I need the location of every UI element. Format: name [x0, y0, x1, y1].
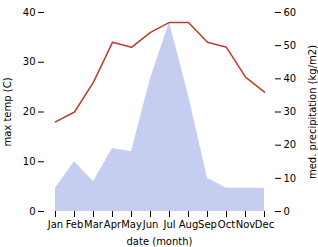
svg-text:50: 50: [284, 40, 297, 51]
svg-text:Jul: Jul: [162, 219, 175, 230]
svg-text:40: 40: [23, 7, 36, 18]
svg-text:Mar: Mar: [84, 219, 104, 230]
svg-text:Apr: Apr: [104, 219, 122, 230]
svg-text:0: 0: [284, 206, 290, 217]
svg-text:10: 10: [23, 156, 36, 167]
svg-text:date (month): date (month): [127, 236, 193, 247]
svg-text:20: 20: [284, 139, 297, 150]
svg-text:max temp (C): max temp (C): [2, 77, 13, 146]
svg-text:30: 30: [284, 106, 297, 117]
svg-text:Nov: Nov: [236, 219, 256, 230]
svg-text:Jun: Jun: [142, 219, 159, 230]
svg-text:20: 20: [23, 106, 36, 117]
svg-text:Feb: Feb: [66, 219, 84, 230]
svg-text:40: 40: [284, 73, 297, 84]
svg-text:Aug: Aug: [179, 219, 199, 230]
svg-text:med. precipitation (kg/m2): med. precipitation (kg/m2): [307, 45, 318, 179]
svg-text:Jan: Jan: [47, 219, 63, 230]
svg-text:Sep: Sep: [198, 219, 217, 230]
svg-text:May: May: [121, 219, 142, 230]
svg-text:Dec: Dec: [255, 219, 274, 230]
svg-text:10: 10: [284, 173, 297, 184]
svg-text:Oct: Oct: [218, 219, 235, 230]
svg-text:0: 0: [29, 206, 35, 217]
svg-text:30: 30: [23, 56, 36, 67]
svg-text:60: 60: [284, 7, 297, 18]
